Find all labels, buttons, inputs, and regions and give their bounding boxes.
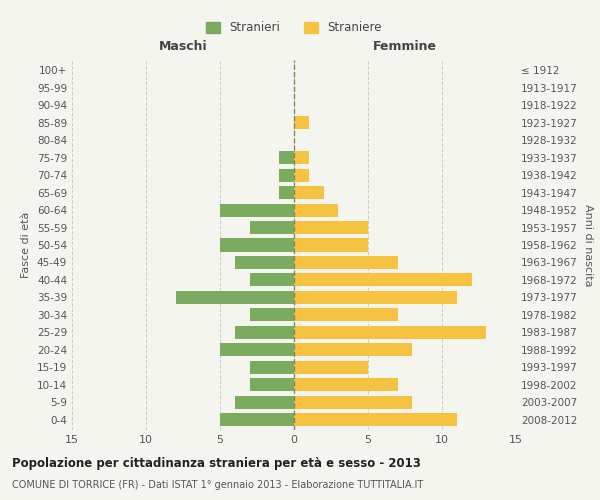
Bar <box>294 116 309 130</box>
Text: COMUNE DI TORRICE (FR) - Dati ISTAT 1° gennaio 2013 - Elaborazione TUTTITALIA.IT: COMUNE DI TORRICE (FR) - Dati ISTAT 1° g… <box>12 480 423 490</box>
Bar <box>250 274 294 286</box>
Bar <box>250 221 294 234</box>
Bar <box>220 343 294 356</box>
Bar <box>279 168 294 181</box>
Bar <box>294 378 398 391</box>
Bar <box>250 308 294 322</box>
Bar <box>294 256 398 269</box>
Bar <box>294 291 457 304</box>
Bar <box>250 360 294 374</box>
Bar <box>294 308 398 322</box>
Legend: Stranieri, Straniere: Stranieri, Straniere <box>202 18 386 38</box>
Bar <box>220 413 294 426</box>
Text: Femmine: Femmine <box>373 40 437 52</box>
Bar <box>294 151 309 164</box>
Bar <box>250 378 294 391</box>
Bar <box>279 186 294 199</box>
Bar <box>294 204 338 216</box>
Text: Maschi: Maschi <box>158 40 208 52</box>
Bar <box>279 151 294 164</box>
Bar <box>235 396 294 408</box>
Bar <box>235 256 294 269</box>
Bar <box>294 168 309 181</box>
Bar <box>294 396 412 408</box>
Y-axis label: Anni di nascita: Anni di nascita <box>583 204 593 286</box>
Bar <box>294 186 323 199</box>
Bar <box>294 343 412 356</box>
Bar <box>294 238 368 252</box>
Bar <box>294 274 472 286</box>
Bar <box>294 326 487 339</box>
Text: Popolazione per cittadinanza straniera per età e sesso - 2013: Popolazione per cittadinanza straniera p… <box>12 458 421 470</box>
Bar <box>220 238 294 252</box>
Y-axis label: Fasce di età: Fasce di età <box>22 212 31 278</box>
Bar <box>220 204 294 216</box>
Bar <box>294 221 368 234</box>
Bar <box>176 291 294 304</box>
Bar <box>235 326 294 339</box>
Bar <box>294 360 368 374</box>
Bar <box>294 413 457 426</box>
